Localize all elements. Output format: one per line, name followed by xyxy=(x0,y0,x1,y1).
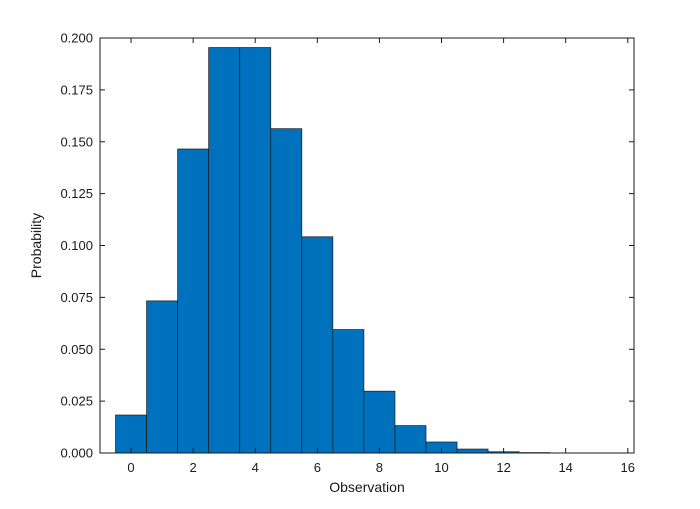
x-tick-label: 16 xyxy=(621,460,635,475)
y-tick-label: 0.175 xyxy=(60,82,93,97)
histogram-bar xyxy=(456,448,489,454)
histogram-bar xyxy=(177,148,210,454)
y-tick-label: 0.075 xyxy=(60,290,93,305)
x-tick-label: 10 xyxy=(434,460,448,475)
y-ticks-group: 0.000 0.025 0.050 0.075 0.100 0.125 0.150 0.175… xyxy=(60,31,634,461)
histogram-bar xyxy=(394,425,427,454)
y-tick-label: 0.100 xyxy=(60,238,93,253)
y-tick-label: 0.125 xyxy=(60,186,93,201)
histogram-bar xyxy=(146,300,178,454)
histogram-bar xyxy=(332,329,365,454)
x-tick-label: 14 xyxy=(558,460,572,475)
axes-box xyxy=(99,37,635,454)
histogram-bar xyxy=(363,390,396,454)
x-ticks-group: 0 2 4 6 8 10 12 14 16 xyxy=(127,38,635,475)
x-tick-label: 2 xyxy=(190,460,197,475)
y-tick-label: 0.150 xyxy=(60,134,93,149)
histogram-bar xyxy=(270,128,303,454)
y-tick-label: 0.050 xyxy=(60,342,93,357)
histogram-bar xyxy=(208,47,241,454)
y-tick-label: 0.200 xyxy=(60,31,93,46)
x-tick-label: 4 xyxy=(252,460,259,475)
histogram-bar xyxy=(301,236,334,454)
y-tick-label: 0.000 xyxy=(60,446,93,461)
y-tick-label: 0.025 xyxy=(60,394,93,409)
bars-group xyxy=(115,47,613,454)
x-tick-label: 6 xyxy=(314,460,321,475)
histogram-bar xyxy=(239,47,272,454)
x-axis-label: Observation xyxy=(329,479,404,495)
x-tick-label: 12 xyxy=(496,460,510,475)
x-tick-label: 8 xyxy=(376,460,383,475)
histogram-bar xyxy=(115,414,147,454)
x-tick-label: 0 xyxy=(127,460,134,475)
y-axis-label: Probability xyxy=(28,213,44,278)
